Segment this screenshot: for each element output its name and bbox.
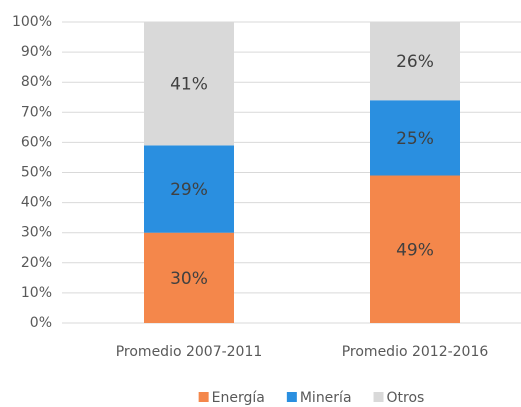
value-label: 26% xyxy=(396,52,434,72)
legend-swatch xyxy=(198,392,209,402)
y-tick-label: 90% xyxy=(21,44,52,60)
y-tick-label: 0% xyxy=(30,315,52,331)
bar-segment xyxy=(370,100,460,176)
y-tick-label: 50% xyxy=(21,165,52,181)
x-tick-label: Promedio 2012-2016 xyxy=(342,344,489,360)
y-tick-label: 70% xyxy=(21,104,52,120)
bar-segment xyxy=(370,22,460,101)
bar-segment xyxy=(144,145,234,233)
legend-swatch xyxy=(286,392,297,402)
value-label: 25% xyxy=(396,129,434,149)
legend-label: Minería xyxy=(300,390,352,406)
y-tick-label: 100% xyxy=(12,14,52,30)
y-tick-label: 10% xyxy=(21,285,52,301)
y-tick-label: 20% xyxy=(21,255,52,271)
value-label: 29% xyxy=(170,180,208,200)
x-tick-label: Promedio 2007-2011 xyxy=(116,344,263,360)
value-label: 30% xyxy=(170,269,208,289)
legend-label: Energía xyxy=(212,390,265,406)
y-tick-label: 40% xyxy=(21,195,52,211)
value-label: 41% xyxy=(170,75,208,95)
bar-segment xyxy=(144,22,234,146)
legend-label: Otros xyxy=(387,390,425,406)
legend-swatch xyxy=(373,392,384,402)
y-tick-label: 60% xyxy=(21,134,52,150)
y-tick-label: 80% xyxy=(21,74,52,90)
value-label: 49% xyxy=(396,240,434,260)
bar-segment xyxy=(370,175,460,323)
y-tick-label: 30% xyxy=(21,225,52,241)
bar-segment xyxy=(144,232,234,323)
